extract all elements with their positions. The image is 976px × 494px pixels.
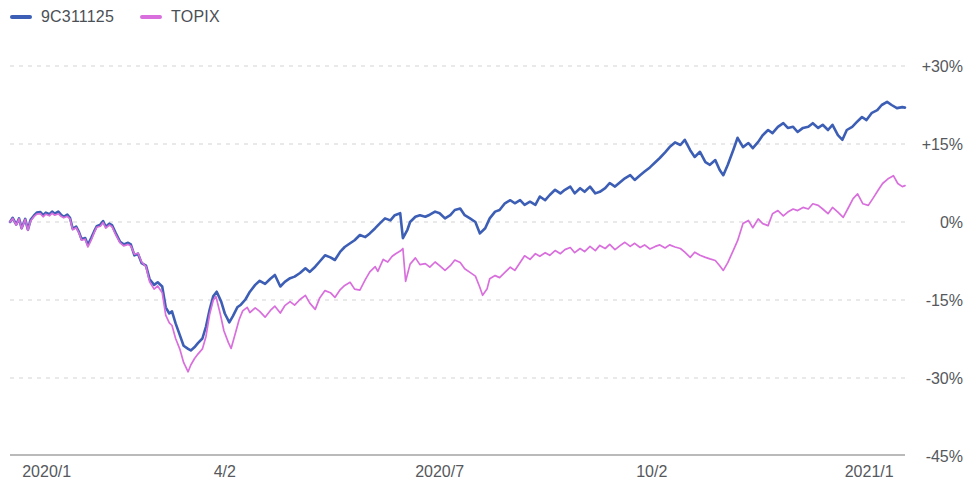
x-tick-label: 2021/1: [845, 463, 894, 480]
x-tick-label: 2020/7: [415, 463, 464, 480]
x-tick-label: 4/2: [214, 463, 236, 480]
y-tick-label: -15%: [926, 292, 963, 309]
fund-line-swatch-icon: [10, 15, 32, 19]
legend-label-fund: 9C311125: [41, 8, 114, 26]
performance-chart[interactable]: +30% +15% 0% -15% -30% -45% 2020/1 4/2 2020/7 10/…: [0, 0, 976, 494]
y-tick-label: -30%: [926, 370, 963, 387]
legend-item-fund: 9C311125: [10, 8, 114, 26]
x-tick-label: 10/2: [636, 463, 667, 480]
x-tick-label: 2020/1: [22, 463, 71, 480]
topix-line-swatch-icon: [140, 15, 162, 19]
y-tick-label: +30%: [922, 58, 963, 75]
y-tick-label: +15%: [922, 136, 963, 153]
series-line-9c311125: [10, 102, 905, 351]
y-tick-label: -45%: [926, 448, 963, 465]
chart-legend: 9C311125 TOPIX: [10, 8, 220, 26]
page-root: { "legend": { "items": [ { "label": "9C3…: [0, 0, 976, 494]
legend-item-topix: TOPIX: [140, 8, 220, 26]
series-line-topix: [10, 176, 905, 372]
legend-label-topix: TOPIX: [171, 8, 220, 26]
y-tick-label: 0%: [940, 214, 963, 231]
